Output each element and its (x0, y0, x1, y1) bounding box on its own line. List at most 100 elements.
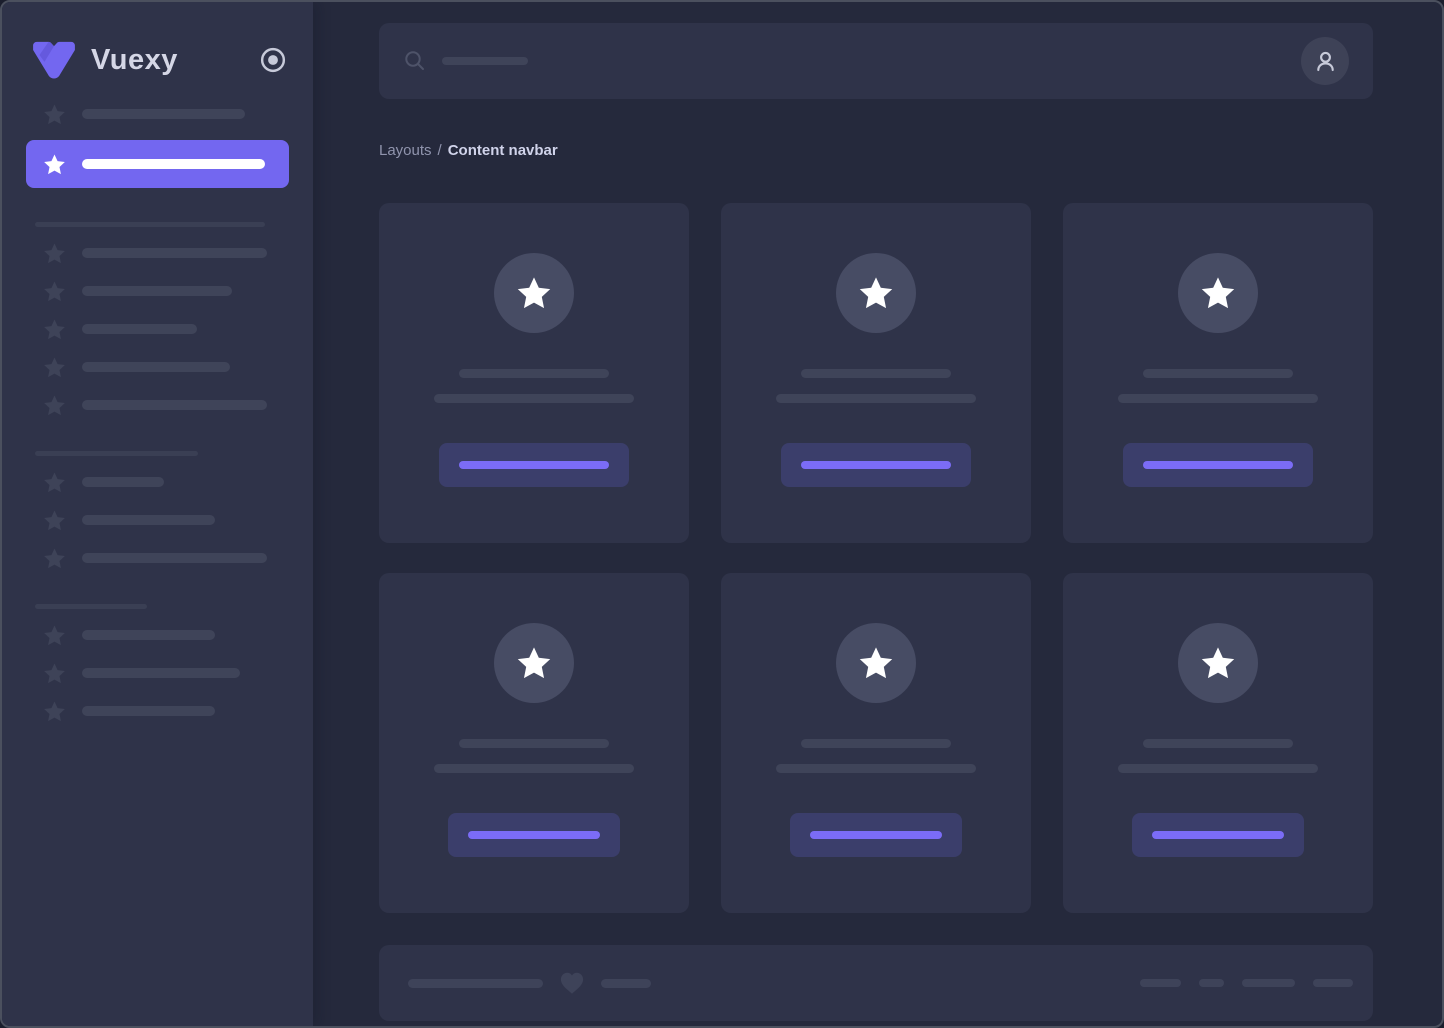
footer-link-skeleton (1242, 979, 1295, 987)
card-subtitle-skeleton (434, 764, 634, 773)
sidebar-item[interactable] (2, 699, 313, 723)
sidebar-item-label-skeleton (82, 515, 215, 525)
sidebar-item[interactable] (2, 102, 313, 126)
person-icon (1316, 51, 1334, 71)
card-title-skeleton (801, 369, 951, 378)
sidebar-item-label-skeleton (82, 159, 265, 169)
card-avatar (494, 253, 574, 333)
star-icon (42, 508, 66, 532)
card-action-button[interactable] (1132, 813, 1304, 857)
sidebar-item-label-skeleton (82, 668, 240, 678)
search-icon[interactable] (403, 49, 427, 73)
sidebar-item[interactable] (2, 661, 313, 685)
footer-left (408, 969, 651, 997)
sidebar-section-divider (35, 451, 198, 456)
card-action-button[interactable] (439, 443, 629, 487)
sidebar-item-label-skeleton (82, 324, 197, 334)
user-avatar-button[interactable] (1301, 37, 1349, 85)
sidebar-section-divider (35, 604, 147, 609)
footer (379, 945, 1373, 1021)
sidebar-item-label-skeleton (82, 109, 245, 119)
menu-pin-icon[interactable] (259, 46, 287, 74)
card-subtitle-skeleton (434, 394, 634, 403)
star-icon (517, 647, 551, 679)
button-label-skeleton (459, 461, 609, 469)
sidebar-item-label-skeleton (82, 286, 232, 296)
sidebar-item[interactable] (26, 140, 289, 188)
sidebar-item-label-skeleton (82, 400, 267, 410)
card-action-button[interactable] (448, 813, 620, 857)
star-icon (1201, 647, 1235, 679)
card-avatar (836, 253, 916, 333)
footer-link-skeleton (1140, 979, 1181, 987)
star-icon (42, 102, 66, 126)
star-icon (42, 546, 66, 570)
card-subtitle-skeleton (1118, 394, 1318, 403)
footer-links (1140, 979, 1353, 987)
breadcrumb-separator: / (437, 142, 442, 159)
search-placeholder-skeleton (442, 57, 528, 65)
card-title-skeleton (1143, 369, 1293, 378)
card-grid (379, 203, 1373, 913)
card-avatar (1178, 623, 1258, 703)
card-action-button[interactable] (790, 813, 962, 857)
button-label-skeleton (468, 831, 600, 839)
sidebar-item[interactable] (2, 279, 313, 303)
card-title-skeleton (801, 739, 951, 748)
sidebar-section-divider (35, 222, 265, 227)
card-action-button[interactable] (1123, 443, 1313, 487)
star-icon (1201, 277, 1235, 309)
footer-text-skeleton (601, 978, 651, 988)
sidebar-item-label-skeleton (82, 362, 230, 372)
star-icon (859, 277, 893, 309)
card-title-skeleton (459, 369, 609, 378)
content-card (721, 573, 1031, 913)
star-icon (42, 623, 66, 647)
sidebar-item-label-skeleton (82, 706, 215, 716)
sidebar-item-label-skeleton (82, 630, 215, 640)
card-subtitle-skeleton (776, 394, 976, 403)
star-icon (42, 355, 66, 379)
breadcrumb: Layouts / Content navbar (379, 142, 1373, 159)
card-avatar (836, 623, 916, 703)
content-card (1063, 573, 1373, 913)
star-icon (42, 661, 66, 685)
sidebar-item[interactable] (2, 241, 313, 265)
sidebar-item[interactable] (2, 393, 313, 417)
button-label-skeleton (801, 461, 951, 469)
sidebar-item[interactable] (2, 623, 313, 647)
sidebar-item[interactable] (2, 508, 313, 532)
star-icon (42, 393, 66, 417)
sidebar-menu (2, 102, 313, 723)
sidebar-item[interactable] (2, 470, 313, 494)
breadcrumb-current: Content navbar (447, 142, 558, 159)
card-title-skeleton (1143, 739, 1293, 748)
star-icon (42, 241, 66, 265)
vuexy-logo-icon (30, 40, 78, 80)
app-title: Vuexy (91, 43, 178, 76)
star-icon (42, 152, 66, 176)
card-subtitle-skeleton (776, 764, 976, 773)
heart-icon (558, 969, 586, 997)
sidebar: Vuexy (2, 2, 313, 1026)
card-avatar (1178, 253, 1258, 333)
search-input[interactable] (403, 49, 528, 73)
footer-text-skeleton (408, 978, 543, 988)
sidebar-item-label-skeleton (82, 248, 267, 258)
card-avatar (494, 623, 574, 703)
sidebar-item[interactable] (2, 317, 313, 341)
top-navbar (379, 23, 1373, 99)
sidebar-item[interactable] (2, 546, 313, 570)
footer-link-skeleton (1199, 979, 1224, 987)
footer-link-skeleton (1313, 979, 1353, 987)
sidebar-item[interactable] (2, 355, 313, 379)
star-icon (42, 279, 66, 303)
button-label-skeleton (1143, 461, 1293, 469)
card-title-skeleton (459, 739, 609, 748)
sidebar-header: Vuexy (30, 32, 287, 88)
card-subtitle-skeleton (1118, 764, 1318, 773)
star-icon (42, 317, 66, 341)
card-action-button[interactable] (781, 443, 971, 487)
breadcrumb-parent[interactable]: Layouts (379, 142, 432, 159)
